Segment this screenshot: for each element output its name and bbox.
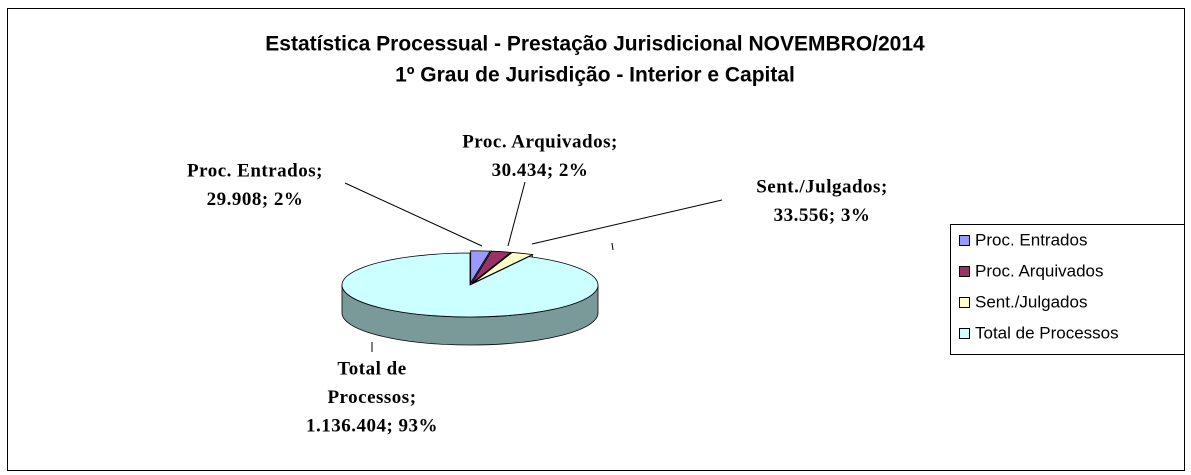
legend-box	[950, 224, 1185, 355]
data-label: 1.136.404; 93%	[306, 415, 438, 436]
data-label: Proc. Entrados;	[187, 160, 323, 181]
data-label: 33.556; 3%	[774, 205, 871, 226]
leader-line	[344, 182, 483, 247]
tick	[611, 242, 614, 251]
leader-line	[531, 199, 723, 245]
slice	[470, 250, 491, 285]
legend-swatch	[959, 328, 970, 339]
legend-label: Total de Processos	[975, 323, 1119, 342]
chart-subtitle: 1º Grau de Jurisdição - Interior e Capit…	[395, 64, 795, 87]
data-label: 30.434; 2%	[492, 160, 589, 181]
legend-label: Proc. Entrados	[975, 230, 1087, 249]
slice	[471, 250, 512, 284]
slice	[341, 252, 599, 318]
legend-label: Proc. Arquivados	[975, 261, 1104, 280]
data-label: Processos;	[327, 387, 416, 408]
legend-swatch	[959, 297, 970, 308]
data-label: Sent./Julgados;	[756, 176, 888, 197]
data-label: Total de	[337, 358, 406, 379]
leader-line	[507, 181, 526, 247]
chart-title: Estatística Processual - Prestação Juris…	[265, 33, 925, 56]
legend-label: Sent./Julgados	[975, 292, 1087, 311]
slice	[473, 252, 534, 284]
data-label: Proc. Arquivados;	[462, 131, 618, 152]
legend-swatch	[959, 235, 970, 246]
legend-swatch	[959, 266, 970, 277]
data-label: 29.908; 2%	[207, 189, 304, 210]
